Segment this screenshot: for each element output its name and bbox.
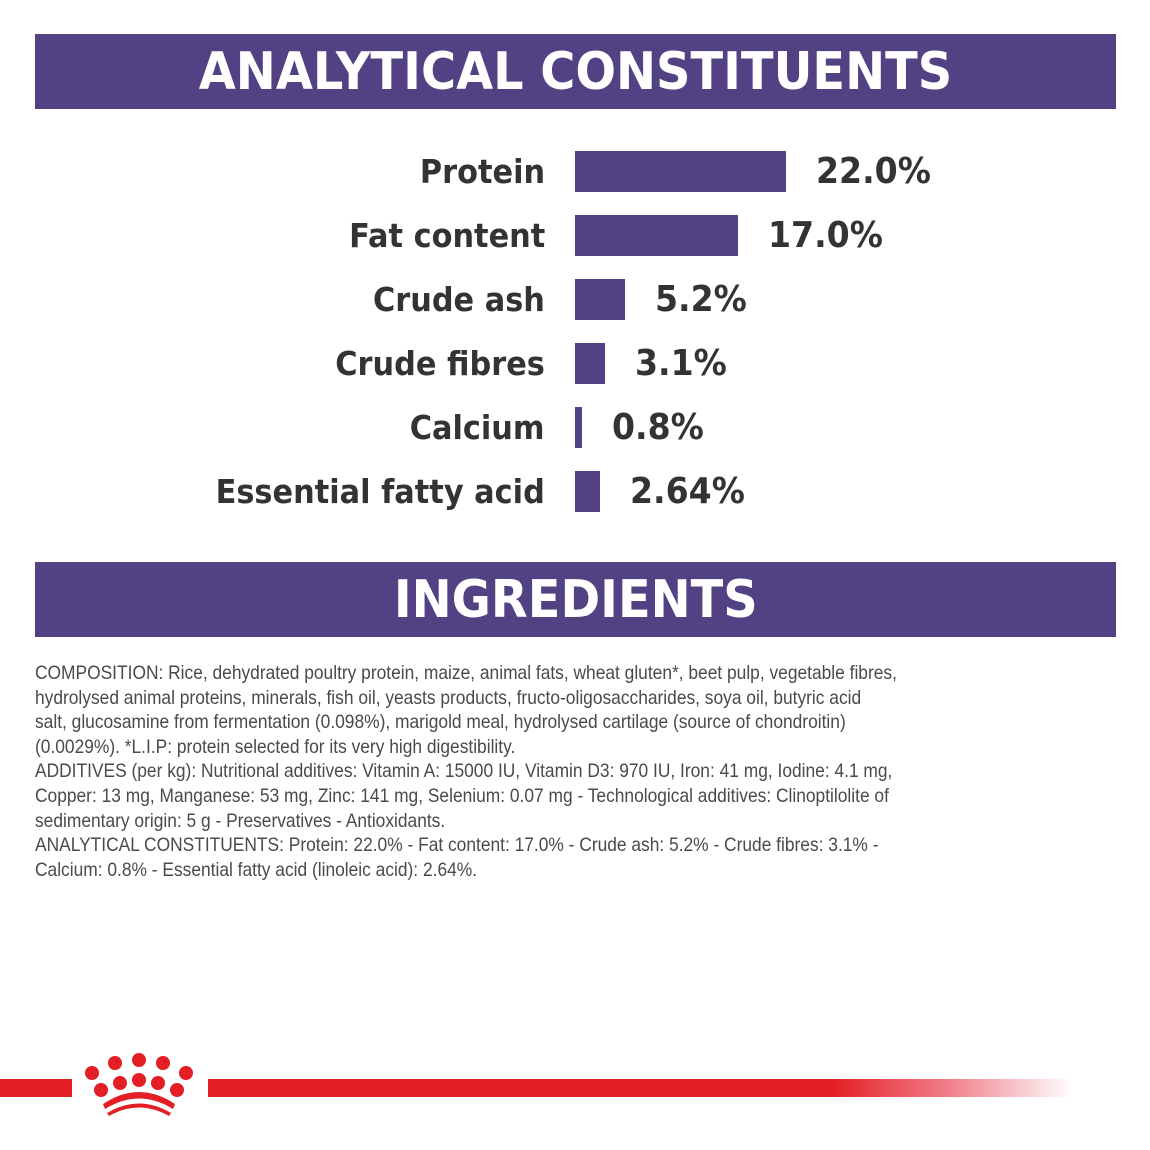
ingredients-line: salt, glucosamine from fermentation (0.0… [35, 712, 846, 734]
ingredients-banner: INGREDIENTS [35, 562, 1116, 637]
crown-logo-icon [85, 1053, 193, 1116]
chart-row-crude-fibres: Crude fibres 3.1% [0, 342, 1150, 386]
ingredients-line: Calcium: 0.8% - Essential fatty acid (li… [35, 859, 478, 881]
chart-row-essential-fatty-acid: Essential fatty acid 2.64% [0, 470, 1150, 514]
row-value: 0.8% [612, 407, 704, 448]
bar [575, 407, 582, 448]
ingredients-line: sedimentary origin: 5 g - Preservatives … [35, 810, 446, 832]
footer-red-line-left [0, 1079, 72, 1097]
section-title: ANALYTICAL CONSTITUENTS [198, 41, 953, 102]
row-value: 2.64% [630, 471, 745, 512]
row-label: Protein [419, 152, 545, 191]
chart-row-crude-ash: Crude ash 5.2% [0, 278, 1150, 322]
ingredients-line: hydrolysed animal proteins, minerals, fi… [35, 687, 862, 709]
chart-row-fat-content: Fat content 17.0% [0, 214, 1150, 258]
footer-red-line-right [208, 1079, 1073, 1097]
ingredients-line: ANALYTICAL CONSTITUENTS: Protein: 22.0% … [35, 835, 879, 857]
chart-row-calcium: Calcium 0.8% [0, 406, 1150, 450]
ingredients-line: Copper: 13 mg, Manganese: 53 mg, Zinc: 1… [35, 785, 889, 807]
row-label: Crude ash [373, 280, 545, 319]
ingredients-line: (0.0029%). *L.I.P: protein selected for … [35, 736, 516, 758]
ingredients-line: ADDITIVES (per kg): Nutritional additive… [35, 761, 893, 783]
row-label: Crude fibres [335, 344, 545, 383]
row-label: Calcium [410, 408, 545, 447]
bar [575, 471, 600, 512]
row-value: 17.0% [768, 215, 883, 256]
chart-row-protein: Protein 22.0% [0, 150, 1150, 194]
bar [575, 279, 625, 320]
bar [575, 343, 605, 384]
bar [575, 215, 738, 256]
bar [575, 151, 786, 192]
ingredients-line: COMPOSITION: Rice, dehydrated poultry pr… [35, 663, 897, 684]
row-value: 5.2% [655, 279, 747, 320]
ingredients-text: COMPOSITION: Rice, dehydrated poultry pr… [35, 662, 1125, 883]
row-value: 22.0% [816, 151, 931, 192]
row-label: Fat content [348, 216, 545, 255]
section-title: INGREDIENTS [393, 569, 758, 630]
row-label: Essential fatty acid [215, 472, 545, 511]
analytical-constituents-banner: ANALYTICAL CONSTITUENTS [35, 34, 1116, 109]
row-value: 3.1% [635, 343, 727, 384]
